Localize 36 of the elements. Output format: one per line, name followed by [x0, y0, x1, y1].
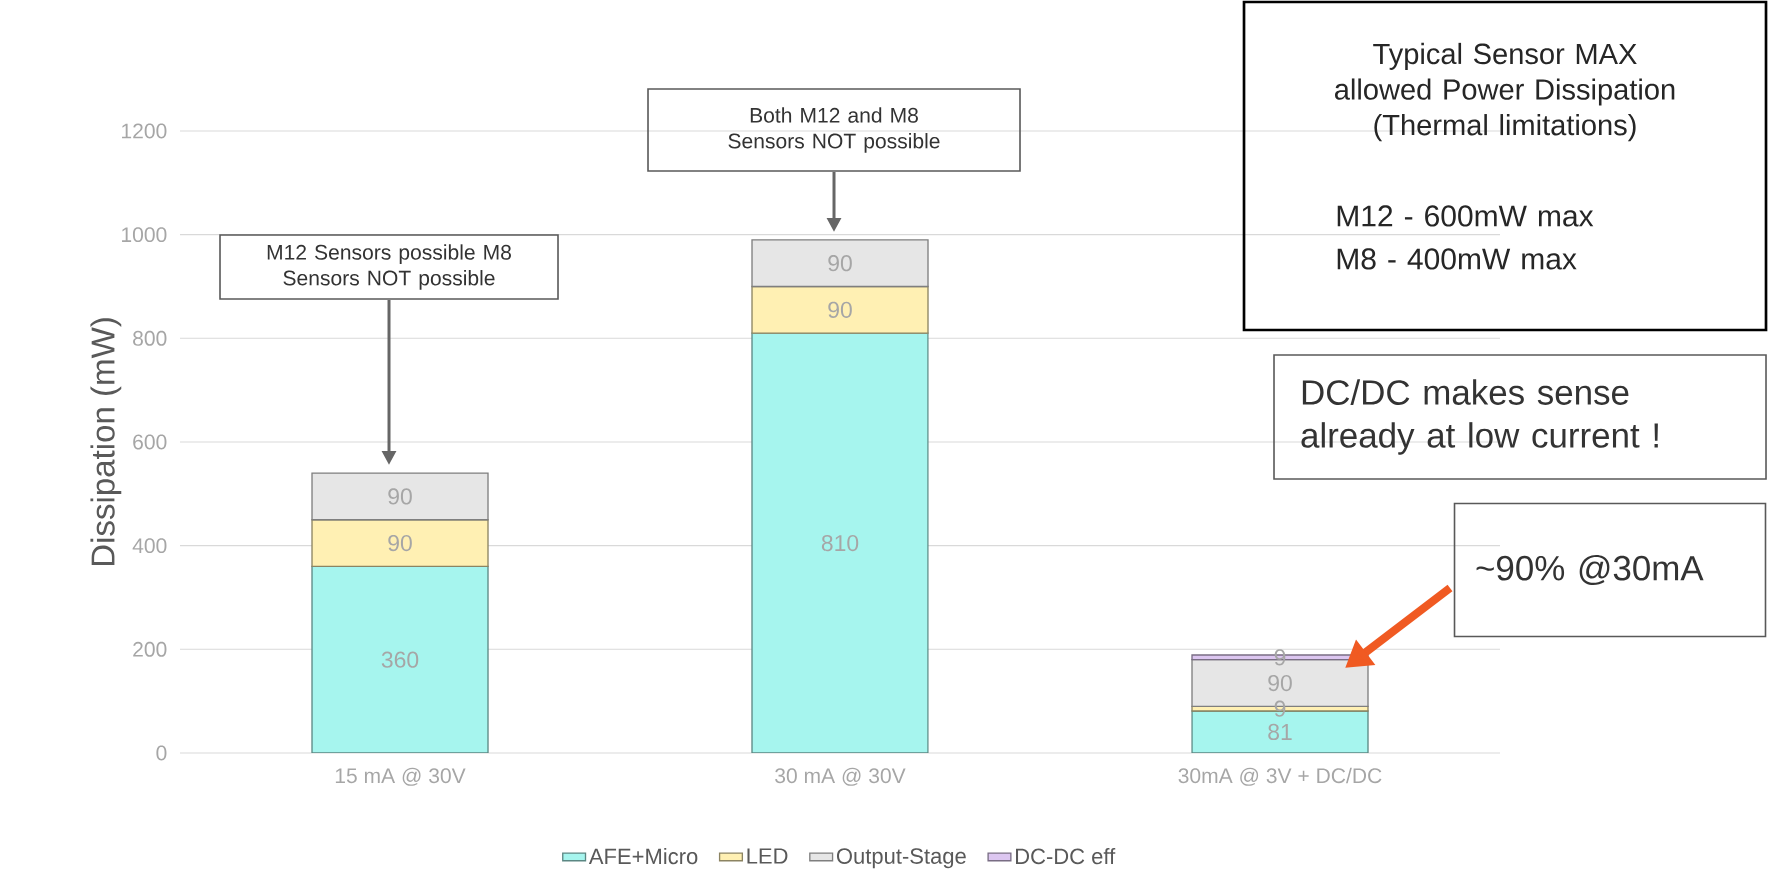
annotation: DC/DC makes sense already at low current ! — [1301, 379, 1658, 455]
bar — [751, 285, 929, 334]
legend-label: DC-DC eff — [1016, 848, 1116, 865]
y-tick-label: 0 — [156, 745, 167, 761]
annotation: Typical Sensor MAX allowed Power Dissipation (Thermal limitations) — [1334, 42, 1675, 142]
legend-label: AFE+Micro — [588, 848, 698, 865]
legend-label: LED — [747, 848, 788, 864]
bar — [751, 332, 929, 753]
bar — [311, 472, 489, 521]
annotation: Both M12 and M8 Sensors NOT possible — [728, 107, 940, 153]
x-tick-label: 30 mA @ 30V — [775, 767, 906, 786]
annotation: ~90% @30mA — [1476, 554, 1704, 586]
data-label: 810 — [821, 534, 859, 552]
bar — [311, 519, 489, 568]
data-label: 81 — [1268, 723, 1292, 741]
x-tick-label: 15 mA @ 30V — [335, 767, 466, 786]
annotation: M8 - 400mW max — [1337, 248, 1577, 270]
data-label: 9 — [1274, 700, 1286, 717]
data-label: 90 — [828, 255, 852, 272]
x-tick-label: 30mA @ 3V + DC/DC — [1178, 767, 1382, 786]
annotation: M12 Sensors possible M8 Sensors NOT possible — [267, 244, 511, 290]
data-label: 90 — [828, 301, 852, 318]
data-label: 90 — [388, 534, 412, 552]
bar — [751, 239, 929, 288]
y-tick-label: 600 — [133, 434, 167, 450]
y-tick-label: 1000 — [122, 227, 167, 243]
y-tick-label: 800 — [133, 330, 167, 346]
y-tick-label: 400 — [132, 538, 167, 554]
data-label: 360 — [381, 651, 419, 668]
y-tick-label: 1200 — [122, 123, 167, 139]
data-label: 90 — [388, 488, 412, 505]
annotation: M12 - 600mW max — [1337, 205, 1594, 227]
y-tick-label: 200 — [133, 641, 167, 657]
data-label: 90 — [1268, 674, 1292, 692]
legend-label: Output-Stage — [836, 848, 966, 869]
y-axis-title: Dissipation (mW) — [90, 318, 122, 566]
